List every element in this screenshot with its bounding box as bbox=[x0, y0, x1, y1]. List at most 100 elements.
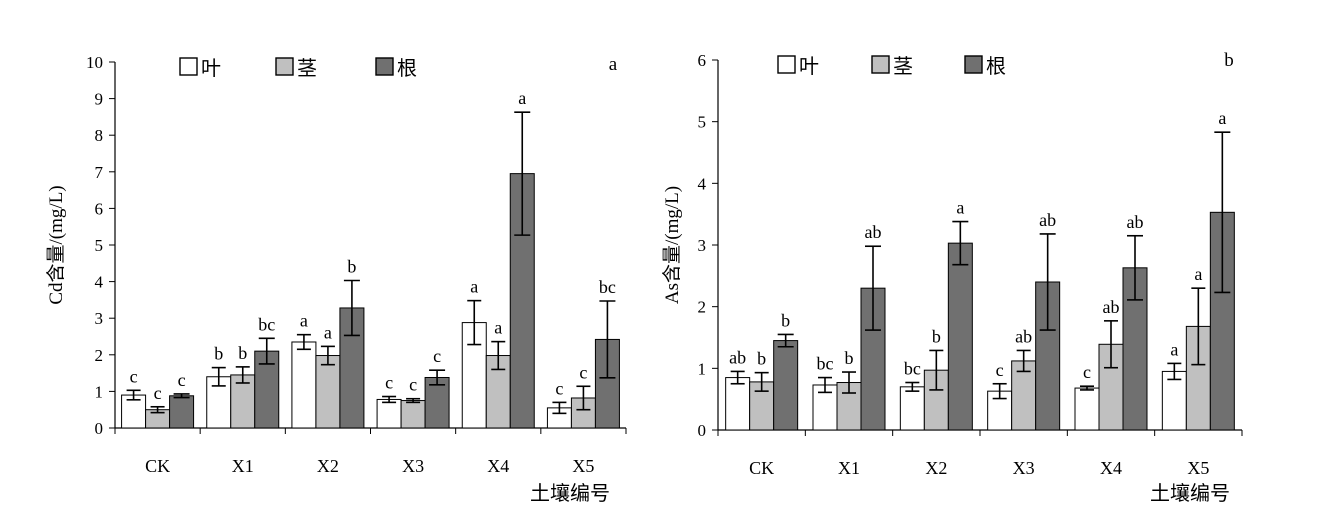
legend-swatch bbox=[179, 57, 198, 76]
significance-label: a bbox=[1218, 108, 1226, 128]
significance-label: b bbox=[932, 326, 941, 346]
significance-label: c bbox=[579, 362, 587, 382]
y-tick-label: 6 bbox=[698, 51, 707, 70]
x-tick-label: X4 bbox=[487, 456, 509, 476]
significance-label: c bbox=[1083, 362, 1091, 382]
bar bbox=[773, 340, 799, 431]
legend-label: 茎 bbox=[893, 55, 913, 78]
significance-label: b bbox=[214, 344, 223, 364]
x-tick-label: X1 bbox=[232, 456, 254, 476]
y-tick-label: 6 bbox=[95, 199, 104, 218]
y-tick-label: 2 bbox=[95, 346, 104, 365]
legend-swatch bbox=[871, 55, 890, 74]
significance-label: c bbox=[154, 383, 162, 403]
legend-label: 叶 bbox=[799, 55, 819, 78]
y-tick-label: 10 bbox=[86, 53, 103, 72]
significance-label: ab bbox=[865, 222, 882, 242]
x-tick-label: CK bbox=[145, 456, 170, 476]
panel-label: b bbox=[1224, 50, 1234, 71]
y-tick-label: 5 bbox=[95, 236, 104, 255]
bar bbox=[315, 355, 341, 429]
significance-label: b bbox=[238, 343, 247, 363]
significance-label: bc bbox=[817, 354, 834, 374]
x-tick-label: X1 bbox=[838, 458, 860, 478]
x-tick-label: X3 bbox=[1013, 458, 1035, 478]
x-tick-label: X2 bbox=[925, 458, 947, 478]
x-tick-label: CK bbox=[749, 458, 774, 478]
y-tick-label: 2 bbox=[698, 298, 707, 317]
significance-label: c bbox=[178, 370, 186, 390]
significance-label: a bbox=[518, 88, 526, 108]
legend-swatch bbox=[777, 55, 796, 74]
x-axis-title: 土壤编号 bbox=[1150, 482, 1230, 505]
y-tick-label: 4 bbox=[95, 273, 104, 292]
y-tick-label: 4 bbox=[698, 174, 707, 193]
legend-swatch bbox=[375, 57, 394, 76]
significance-label: ab bbox=[1103, 297, 1120, 317]
y-tick-label: 8 bbox=[95, 126, 104, 145]
significance-label: a bbox=[1194, 264, 1202, 284]
legend-swatch bbox=[275, 57, 294, 76]
legend-swatch bbox=[964, 55, 983, 74]
significance-label: c bbox=[996, 360, 1004, 380]
significance-label: c bbox=[409, 375, 417, 395]
x-tick-label: X2 bbox=[317, 456, 339, 476]
significance-label: b bbox=[347, 257, 356, 277]
legend-label: 茎 bbox=[297, 57, 317, 80]
significance-label: ab bbox=[1039, 210, 1056, 230]
y-tick-label: 7 bbox=[95, 163, 104, 182]
bar bbox=[291, 341, 317, 429]
significance-label: a bbox=[956, 198, 964, 218]
y-tick-label: 3 bbox=[95, 309, 104, 328]
significance-label: ab bbox=[1127, 212, 1144, 232]
bar bbox=[947, 242, 973, 431]
x-tick-label: X5 bbox=[572, 456, 594, 476]
x-tick-label: X4 bbox=[1100, 458, 1122, 478]
significance-label: ab bbox=[1015, 326, 1032, 346]
significance-label: b bbox=[757, 349, 766, 369]
significance-label: b bbox=[845, 348, 854, 368]
bar bbox=[376, 398, 402, 429]
bar bbox=[1074, 387, 1100, 431]
bar bbox=[1011, 360, 1037, 431]
y-tick-label: 5 bbox=[698, 113, 707, 132]
panel-label: a bbox=[609, 54, 618, 75]
significance-label: ab bbox=[729, 347, 746, 367]
y-tick-label: 3 bbox=[698, 236, 707, 255]
bar bbox=[725, 377, 751, 431]
legend-label: 叶 bbox=[201, 57, 221, 80]
legend-label: 根 bbox=[397, 57, 417, 80]
significance-label: a bbox=[470, 277, 478, 297]
y-axis-title: As含量/(mg/L) bbox=[661, 186, 683, 304]
x-tick-label: X3 bbox=[402, 456, 424, 476]
significance-label: c bbox=[433, 346, 441, 366]
significance-label: bc bbox=[258, 314, 275, 334]
significance-label: a bbox=[494, 318, 502, 338]
y-tick-label: 1 bbox=[95, 382, 104, 401]
y-tick-label: 0 bbox=[95, 419, 104, 438]
significance-label: c bbox=[555, 378, 563, 398]
significance-label: b bbox=[781, 310, 790, 330]
bar bbox=[400, 400, 426, 429]
significance-label: a bbox=[324, 322, 332, 342]
legend-label: 根 bbox=[986, 55, 1006, 78]
significance-label: c bbox=[385, 373, 393, 393]
bar bbox=[860, 287, 886, 431]
significance-label: a bbox=[300, 311, 308, 331]
significance-label: a bbox=[1170, 339, 1178, 359]
y-tick-label: 9 bbox=[95, 90, 104, 109]
bar bbox=[899, 386, 925, 431]
y-axis-title: Cd含量/(mg/L) bbox=[45, 185, 67, 304]
x-axis-title: 土壤编号 bbox=[530, 482, 610, 505]
significance-label: bc bbox=[599, 277, 616, 297]
significance-label: bc bbox=[904, 359, 921, 379]
y-tick-label: 1 bbox=[698, 359, 707, 378]
x-tick-label: X5 bbox=[1187, 458, 1209, 478]
significance-label: c bbox=[130, 366, 138, 386]
bar bbox=[169, 395, 195, 429]
y-tick-label: 0 bbox=[698, 421, 707, 440]
